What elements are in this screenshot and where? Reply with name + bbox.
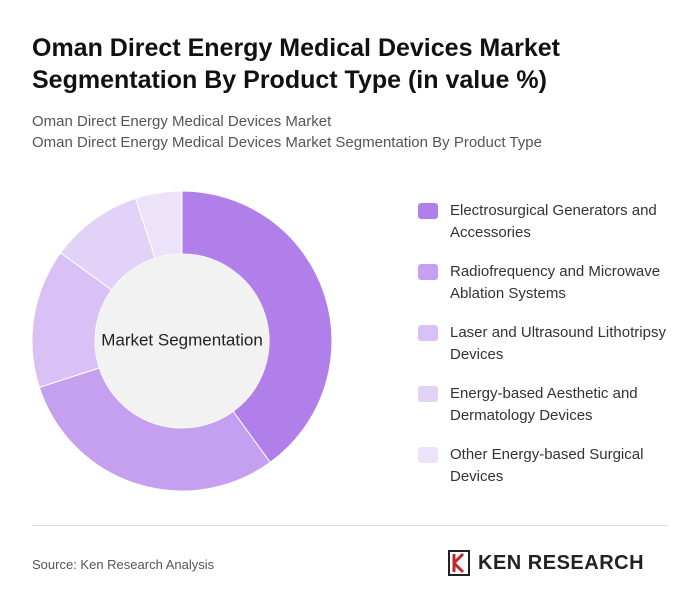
legend-label: Energy-based Aesthetic and Dermatology D… xyxy=(450,385,638,424)
logo-text: KEN RESEARCH xyxy=(478,551,645,574)
legend-item: Electrosurgical Generators and Accessori… xyxy=(418,200,680,261)
legend-swatch xyxy=(418,264,438,280)
legend-swatch xyxy=(418,203,438,219)
legend-swatch xyxy=(418,386,438,402)
legend-item: Other Energy-based Surgical Devices xyxy=(418,444,680,505)
center-label: Market Segmentation xyxy=(101,330,263,349)
donut-chart: Market Segmentation xyxy=(31,190,333,492)
divider xyxy=(32,525,668,526)
donut-hole xyxy=(95,254,269,428)
chart-title: Oman Direct Energy Medical Devices Marke… xyxy=(32,34,561,94)
subtitle: Oman Direct Energy Medical Devices Marke… xyxy=(32,113,332,130)
subtitle: Oman Direct Energy Medical Devices Marke… xyxy=(32,134,542,151)
legend-item: Energy-based Aesthetic and Dermatology D… xyxy=(418,383,680,444)
legend-item: Laser and Ultrasound Lithotripsy Devices xyxy=(418,322,680,383)
legend-item: Radiofrequency and Microwave Ablation Sy… xyxy=(418,261,680,322)
legend-label: Other Energy-based Surgical Devices xyxy=(450,446,644,485)
legend-label: Laser and Ultrasound Lithotripsy Devices xyxy=(450,324,666,363)
source: Source: Ken Research Analysis xyxy=(32,557,215,572)
legend: Electrosurgical Generators and Accessori… xyxy=(418,200,680,505)
legend-label: Radiofrequency and Microwave Ablation Sy… xyxy=(450,263,661,302)
legend-swatch xyxy=(418,325,438,341)
legend-label: Electrosurgical Generators and Accessori… xyxy=(450,202,657,241)
logo: KEN RESEARCH xyxy=(448,550,644,576)
logo-icon xyxy=(448,550,470,576)
legend-swatch xyxy=(418,447,438,463)
